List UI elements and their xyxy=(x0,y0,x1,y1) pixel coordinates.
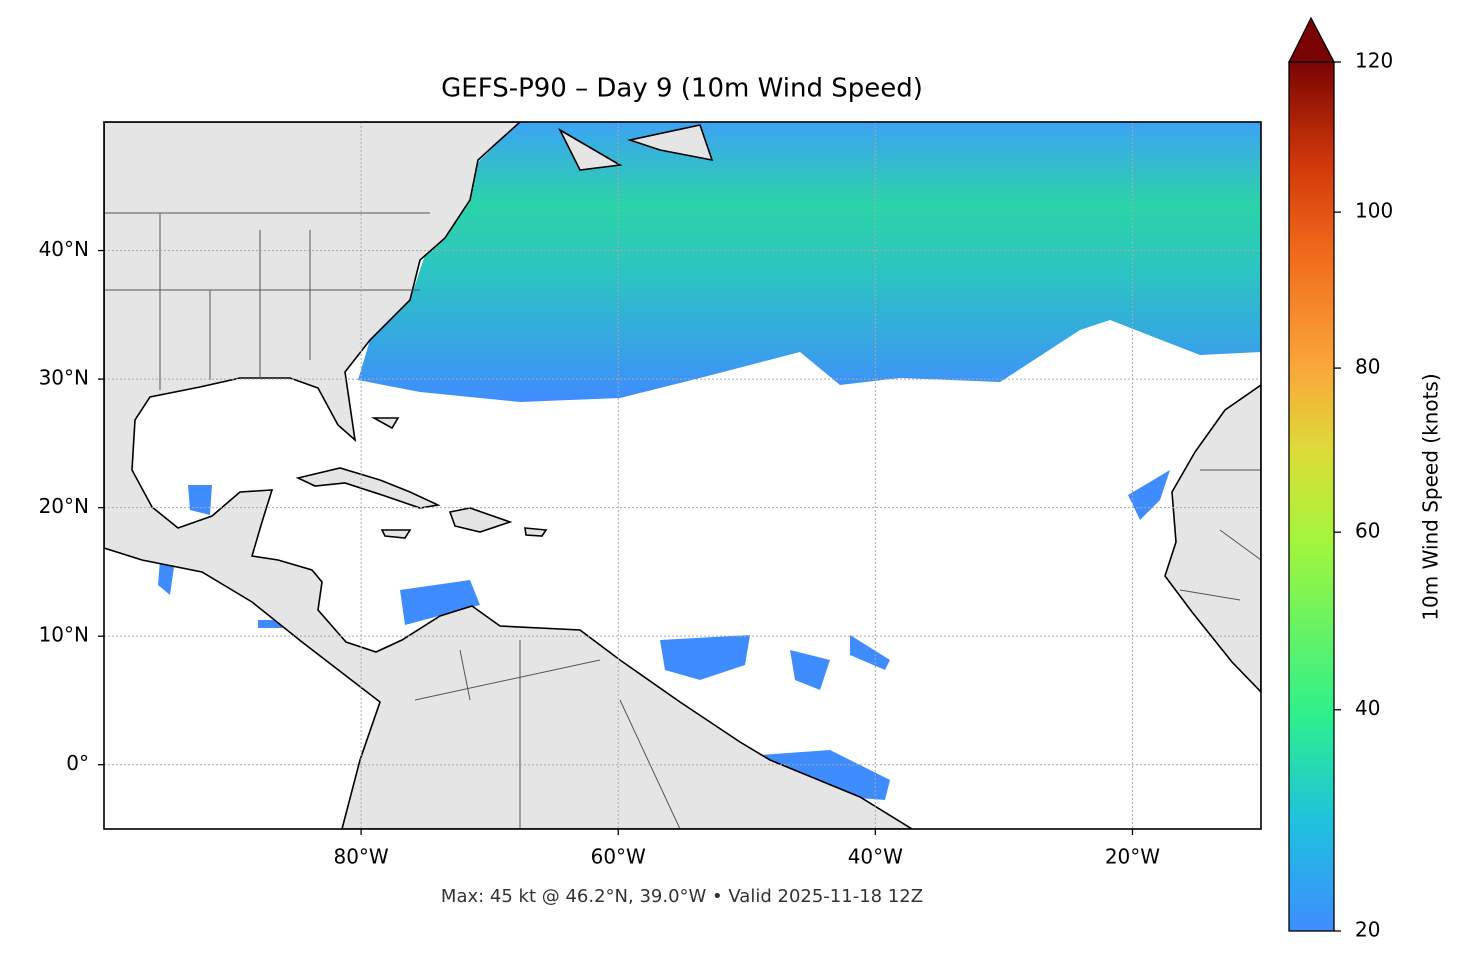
wind-field xyxy=(358,122,1261,402)
colorbar-label: 10m Wind Speed (knots) xyxy=(1419,373,1443,620)
grid xyxy=(104,122,1261,829)
map-title: GEFS-P90 – Day 9 (10m Wind Speed) xyxy=(441,74,923,104)
plot-frame xyxy=(103,121,1262,830)
colorbar-extend xyxy=(1287,16,1336,63)
colorbar-tick-label: 60 xyxy=(1355,519,1380,543)
colorbar-tick-label: 80 xyxy=(1355,355,1380,379)
land xyxy=(104,122,914,829)
colorbar-tick-label: 40 xyxy=(1355,696,1380,720)
colorbar xyxy=(1288,61,1335,932)
colorbar-tick-label: 120 xyxy=(1355,49,1393,73)
y-tick-label: 40°N xyxy=(39,237,89,261)
y-tick-label: 30°N xyxy=(39,366,89,390)
x-tick-label: 80°W xyxy=(333,845,388,869)
y-tick-label: 20°N xyxy=(39,494,89,518)
y-tick-label: 0° xyxy=(66,751,89,775)
footer-note: Max: 45 kt @ 46.2°N, 39.0°W • Valid 2025… xyxy=(441,886,923,907)
y-tick-label: 10°N xyxy=(39,623,89,647)
x-tick-label: 20°W xyxy=(1105,845,1160,869)
x-tick-label: 40°W xyxy=(848,845,903,869)
map-area xyxy=(104,122,1261,829)
land xyxy=(1164,384,1261,694)
island xyxy=(295,124,714,539)
x-tick-label: 60°W xyxy=(591,845,646,869)
colorbar-tick-label: 100 xyxy=(1355,199,1393,223)
colorbar-tick-label: 20 xyxy=(1355,918,1380,942)
